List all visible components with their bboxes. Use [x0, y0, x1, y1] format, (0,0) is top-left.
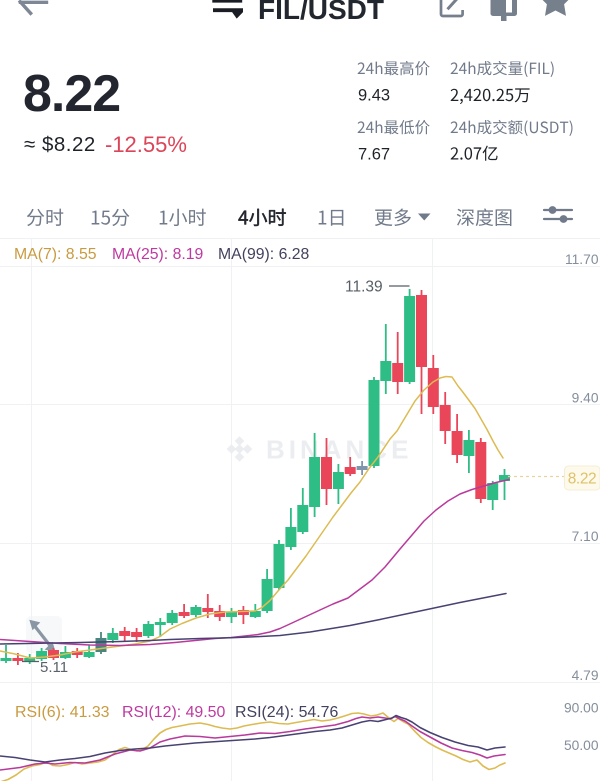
svg-text:50.00: 50.00	[564, 738, 599, 753]
svg-text:MA(25): 8.19: MA(25): 8.19	[112, 246, 204, 263]
svg-text:BINANCE: BINANCE	[266, 435, 412, 465]
svg-text:MA(99): 6.28: MA(99): 6.28	[218, 246, 310, 263]
svg-text:11.39: 11.39	[345, 279, 383, 296]
svg-text:8.22: 8.22	[568, 471, 597, 488]
svg-text:RSI(6): 41.33: RSI(6): 41.33	[15, 704, 110, 721]
svg-text:11.70: 11.70	[565, 252, 599, 267]
svg-text:MA(7): 8.55: MA(7): 8.55	[14, 246, 97, 263]
svg-text:4.79: 4.79	[572, 668, 599, 683]
svg-text:FIL/USDT: FIL/USDT	[258, 0, 384, 25]
svg-text:7.10: 7.10	[572, 529, 599, 544]
svg-text:90.00: 90.00	[564, 701, 599, 716]
svg-text:9.40: 9.40	[572, 391, 599, 406]
svg-text:9.43: 9.43	[358, 87, 390, 105]
svg-text:RSI(12): 49.50: RSI(12): 49.50	[122, 704, 226, 721]
svg-text:5.11: 5.11	[40, 659, 68, 676]
svg-text:7.67: 7.67	[358, 146, 390, 164]
svg-text:RSI(24): 54.76: RSI(24): 54.76	[235, 704, 339, 721]
